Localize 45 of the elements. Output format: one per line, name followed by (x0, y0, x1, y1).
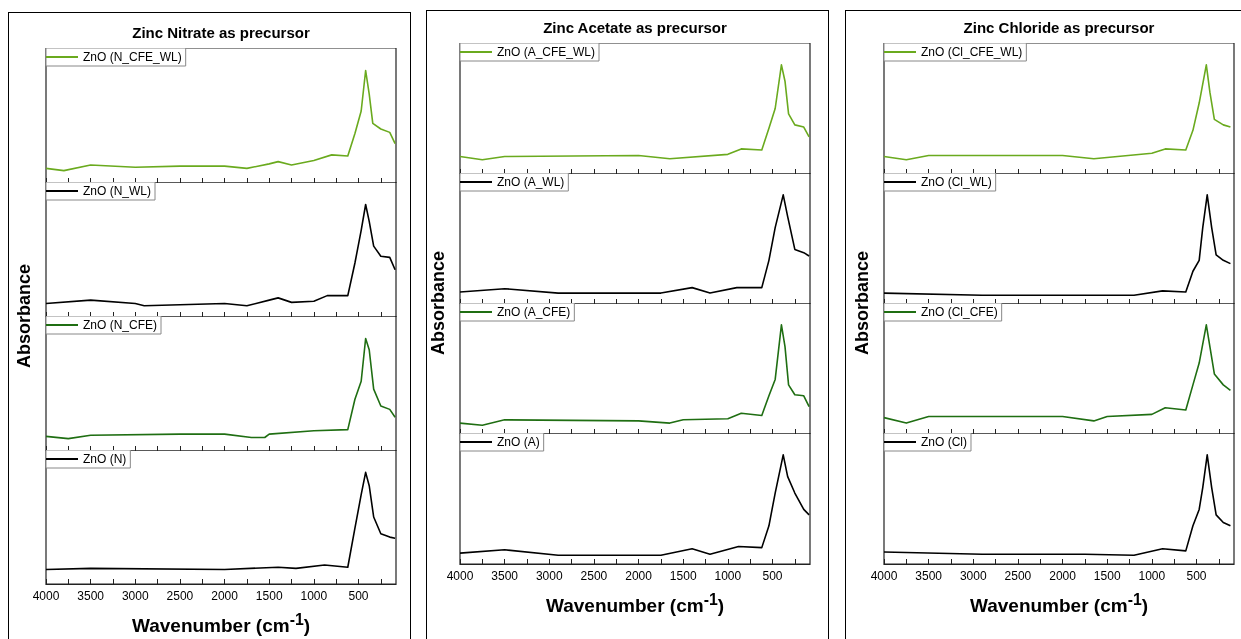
legend-label: ZnO (A_WL) (497, 175, 565, 189)
legend-label: ZnO (Cl) (921, 435, 967, 449)
legend-label: ZnO (A) (497, 435, 540, 449)
legend-label: ZnO (A_CFE_WL) (497, 45, 596, 59)
legend-label: ZnO (N_CFE) (83, 318, 158, 332)
x-tick-label: 4000 (32, 589, 60, 603)
x-tick-label: 2000 (625, 569, 653, 583)
x-tick-label: 500 (762, 569, 783, 583)
legend-label: ZnO (A_CFE) (497, 305, 571, 319)
x-tick-label: 3000 (121, 589, 149, 603)
y-axis-title: Absorbance (13, 263, 35, 369)
x-tick-label: 3000 (959, 569, 987, 583)
x-tick-label: 2500 (166, 589, 194, 603)
x-tick-label: 1500 (1093, 569, 1121, 583)
x-tick-label: 3500 (491, 569, 519, 583)
x-tick-label: 1000 (1138, 569, 1166, 583)
legend-label: ZnO (N_CFE_WL) (83, 50, 182, 64)
x-tick-label: 2500 (580, 569, 608, 583)
x-tick-label: 1000 (300, 589, 328, 603)
x-tick-label: 3500 (77, 589, 105, 603)
x-tick-label: 2000 (1049, 569, 1077, 583)
x-tick-label: 4000 (446, 569, 474, 583)
y-axis-title: Absorbance (427, 250, 449, 356)
x-axis-title: Wavenumber (cm$^{-1}$) (968, 591, 1150, 618)
x-tick-label: 3500 (915, 569, 943, 583)
x-tick-label: 2500 (1004, 569, 1032, 583)
chart-title: Zinc Chloride as precursor (962, 19, 1156, 36)
x-tick-label: 1000 (714, 569, 742, 583)
chart-title: Zinc Nitrate as precursor (131, 24, 311, 41)
y-axis-title: Absorbance (851, 250, 873, 356)
legend-label: ZnO (N) (83, 452, 127, 466)
x-tick-label: 1500 (669, 569, 697, 583)
legend-label: ZnO (Cl_WL) (921, 175, 992, 189)
legend-label: ZnO (Cl_CFE_WL) (921, 45, 1023, 59)
chart-title: Zinc Acetate as precursor (542, 19, 728, 36)
legend-label: ZnO (Cl_CFE) (921, 305, 998, 319)
x-tick-label: 3000 (535, 569, 563, 583)
x-tick-label: 500 (348, 589, 369, 603)
x-tick-label: 4000 (870, 569, 898, 583)
x-tick-label: 2000 (211, 589, 239, 603)
x-axis-title: Wavenumber (cm$^{-1}$) (544, 591, 726, 618)
x-axis-title: Wavenumber (cm$^{-1}$) (130, 611, 312, 638)
x-tick-label: 500 (1186, 569, 1207, 583)
legend-label: ZnO (N_WL) (83, 184, 152, 198)
x-tick-label: 1500 (255, 589, 283, 603)
